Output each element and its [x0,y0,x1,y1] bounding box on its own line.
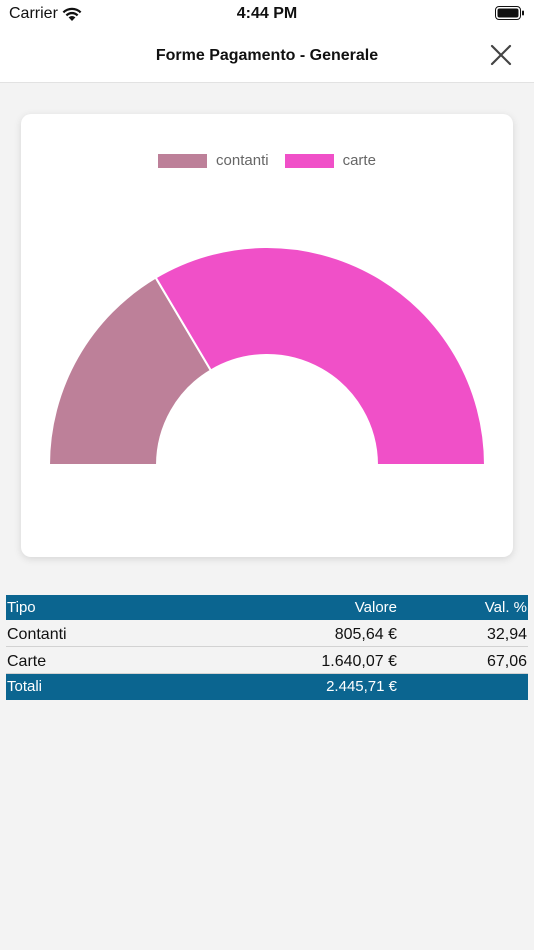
status-time: 4:44 PM [236,5,298,22]
carrier-info: Carrier [9,5,82,23]
close-icon [490,44,512,66]
header-perc: Val. % [484,599,527,616]
half-doughnut-chart [47,246,487,466]
legend-item-contanti[interactable]: contanti [158,152,269,169]
table-row[interactable]: Contanti 805,64 € 32,94 [6,620,528,647]
total-valore: 2.445,71 € [326,678,397,695]
wifi-icon [62,7,82,21]
row-valore: 1.640,07 € [321,653,397,670]
row-tipo: Carte [7,653,47,670]
table-row[interactable]: Carte 1.640,07 € 67,06 [6,647,528,674]
close-button[interactable] [488,42,514,68]
page-title: Forme Pagamento - Generale [155,47,379,64]
chart-slice-carte[interactable] [154,246,487,466]
status-bar: Carrier 4:44 PM [0,0,534,30]
row-valore: 805,64 € [334,626,397,643]
legend-item-carte[interactable]: carte [284,152,376,169]
navigation-bar: Forme Pagamento - Generale [0,30,534,83]
payments-table: Tipo Valore Val. % Contanti 805,64 € 32,… [6,595,528,700]
legend-label-contanti: contanti [216,152,269,169]
row-perc: 67,06 [486,653,527,670]
table-header-row: Tipo Valore Val. % [6,595,528,620]
battery-icon [495,6,524,20]
chart-legend: contanti carte [21,152,513,169]
legend-label-carte: carte [342,152,376,169]
row-perc: 32,94 [486,626,527,643]
row-tipo: Contanti [7,626,67,643]
total-label: Totali [7,678,43,695]
legend-swatch-carte [284,153,334,168]
header-valore: Valore [354,599,397,616]
header-tipo: Tipo [7,599,36,616]
legend-swatch-contanti [158,153,208,168]
chart-card: contanti carte [21,114,513,557]
chart-slice-contanti[interactable] [47,276,213,466]
carrier-label: Carrier [9,5,58,22]
table-total-row: Totali 2.445,71 € [6,674,528,700]
